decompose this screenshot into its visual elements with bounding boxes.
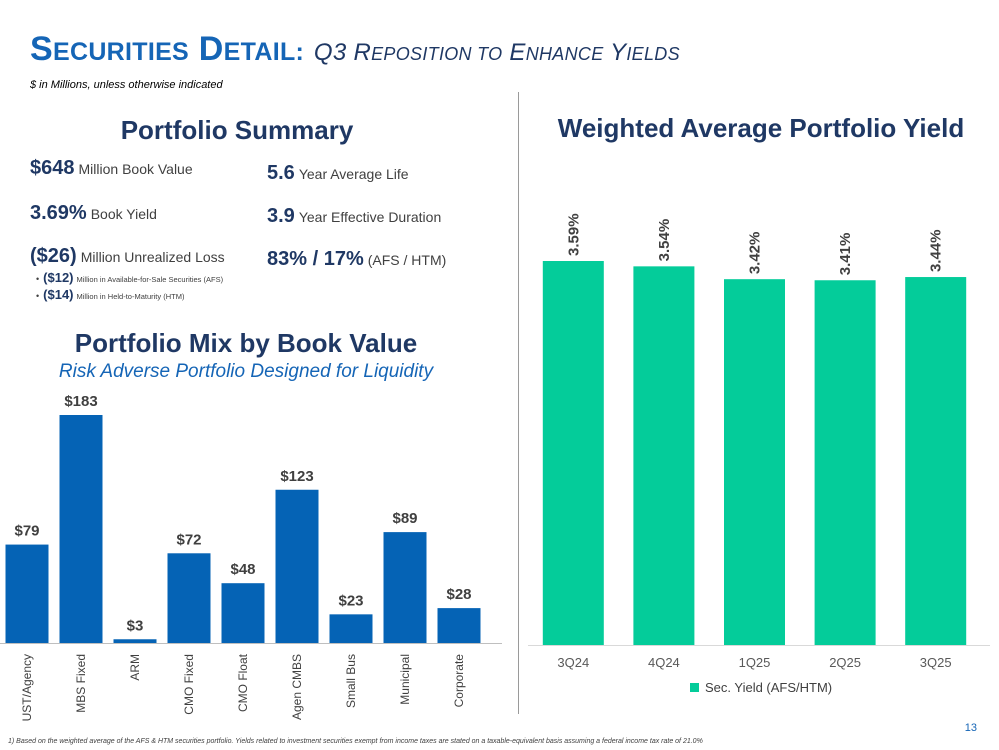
yield-category-label: 4Q24 xyxy=(648,655,680,670)
mix-category-label: ARM xyxy=(128,654,142,681)
section-divider xyxy=(518,92,519,714)
metric-average-life-number: 5.6 xyxy=(267,162,295,184)
mix-category-label: CMO Float xyxy=(236,653,250,712)
metric-book-value-number: $648 xyxy=(30,157,75,179)
yield-category-label: 3Q24 xyxy=(557,655,589,670)
metric-unrealized-loss-label: Million Unrealized Loss xyxy=(80,249,225,265)
mix-category-label: Municipal xyxy=(398,654,412,705)
mix-data-label: $3 xyxy=(127,617,144,634)
yield-bar xyxy=(814,280,876,645)
mix-data-label: $28 xyxy=(446,586,471,603)
yield-legend: Sec. Yield (AFS/HTM) xyxy=(690,680,832,695)
metric-average-life-label: Year Average Life xyxy=(298,166,409,182)
yield-bar xyxy=(633,266,695,645)
bullet-dot-icon: • xyxy=(36,274,40,284)
yield-chart: 3.59% 3Q24 3.54% 4Q24 3.42% 1Q25 3.41% 2Q25 3.44… xyxy=(528,213,990,670)
portfolio-mix-chart: $79 UST/Agency $183 MBS Fixed $3 ARM $72 CMO Fi… xyxy=(0,393,502,721)
legend-label: Sec. Yield (AFS/HTM) xyxy=(705,680,833,695)
mix-bar xyxy=(437,608,481,643)
yield-bar xyxy=(542,261,604,645)
metric-afs-htm-split-number: 83% / 17% xyxy=(267,248,364,270)
bullet-dot-icon: • xyxy=(36,291,40,301)
mix-bar xyxy=(5,544,49,643)
yield-data-label: 3.42% xyxy=(747,232,764,275)
mix-data-label: $89 xyxy=(392,510,417,527)
mix-category-label: Corporate xyxy=(452,654,466,708)
mix-category-label: CMO Fixed xyxy=(182,654,196,715)
mix-data-label: $183 xyxy=(64,393,97,410)
subtitle-eposition-to: EPOSITION TO xyxy=(371,44,503,64)
metric-book-yield: 3.69% Book Yield xyxy=(30,202,157,225)
metric-book-value: $648 Million Book Value xyxy=(30,157,193,180)
metric-book-value-label: Million Book Value xyxy=(78,161,193,177)
mix-bar xyxy=(383,532,427,643)
afs-loss-bullet: • ($12) Million in Available-for-Sale Secu… xyxy=(36,270,223,285)
portfolio-mix-heading: Portfolio Mix by Book Value xyxy=(74,328,418,358)
mix-bar xyxy=(167,553,211,643)
metric-effective-duration: 3.9 Year Effective Duration xyxy=(267,205,441,228)
afs-loss-number: ($12) xyxy=(43,270,74,285)
yield-data-label: 3.54% xyxy=(656,219,673,262)
units-note: $ in Millions, unless otherwise indicate… xyxy=(30,79,223,91)
title-word-ecurities: ECURITIES xyxy=(52,38,190,66)
legend-swatch xyxy=(690,683,699,692)
mix-category-label: Agen CMBS xyxy=(290,654,304,720)
title-letter-d: D xyxy=(198,30,224,68)
portfolio-summary-heading: Portfolio Summary xyxy=(120,115,354,145)
yield-data-label: 3.44% xyxy=(928,229,945,272)
htm-loss-bullet: • ($14) Million in Held-to-Maturity (HTM) xyxy=(36,287,184,302)
portfolio-mix-subheading: Risk Adverse Portfolio Designed for Liqu… xyxy=(58,361,434,382)
metric-unrealized-loss-number: ($26) xyxy=(30,245,77,267)
yield-bar xyxy=(905,277,967,645)
page-number: 13 xyxy=(964,722,977,734)
subtitle-nhance: NHANCE xyxy=(525,44,604,64)
subtitle-letter-e: E xyxy=(509,39,526,66)
yield-bar xyxy=(724,279,785,645)
footnote: 1) Based on the weighted average of the … xyxy=(8,738,703,745)
yield-data-label: 3.41% xyxy=(837,233,854,276)
title-word-etail: ETAIL: xyxy=(223,38,305,66)
metric-book-yield-label: Book Yield xyxy=(90,206,157,222)
htm-loss-number: ($14) xyxy=(43,287,74,302)
mix-data-label: $23 xyxy=(338,592,363,609)
mix-bar xyxy=(59,415,103,643)
metric-effective-duration-label: Year Effective Duration xyxy=(298,209,442,225)
subtitle-letter-y: Y xyxy=(610,39,627,66)
mix-data-label: $48 xyxy=(230,561,255,578)
metric-afs-htm-split: 83% / 17% (AFS / HTM) xyxy=(267,248,446,271)
mix-data-label: $79 xyxy=(14,523,39,540)
subtitle-ields: IELDS xyxy=(626,44,680,64)
afs-loss-label: Million in Available-for-Sale Securities… xyxy=(76,275,224,284)
page-subtitle: Q3 REPOSITION TO ENHANCE YIELDS xyxy=(314,39,680,66)
title-letter-s: S xyxy=(30,30,53,68)
mix-bar xyxy=(221,583,265,643)
metric-unrealized-loss: ($26) Million Unrealized Loss xyxy=(30,245,225,268)
mix-data-label: $123 xyxy=(280,468,313,485)
mix-data-label: $72 xyxy=(176,531,201,548)
subtitle-q3-r: Q3 R xyxy=(313,39,372,66)
mix-bar xyxy=(275,489,319,643)
htm-loss-label: Million in Held-to-Maturity (HTM) xyxy=(76,292,185,301)
yield-heading: Weighted Average Portfolio Yield xyxy=(557,113,965,143)
metric-effective-duration-number: 3.9 xyxy=(267,205,295,227)
metric-afs-htm-split-label: (AFS / HTM) xyxy=(367,252,447,268)
page-title: SECURITIES DETAIL: Q3 REPOSITION TO ENHA… xyxy=(30,30,680,69)
mix-category-label: MBS Fixed xyxy=(74,654,88,713)
yield-data-label: 3.59% xyxy=(565,213,582,256)
mix-category-label: UST/Agency xyxy=(20,654,34,721)
mix-bar xyxy=(113,639,157,643)
mix-bar xyxy=(329,614,373,643)
metric-average-life: 5.6 Year Average Life xyxy=(267,162,409,185)
yield-category-label: 3Q25 xyxy=(920,655,952,670)
yield-category-label: 2Q25 xyxy=(829,655,861,670)
metric-book-yield-number: 3.69% xyxy=(30,202,87,224)
yield-category-label: 1Q25 xyxy=(739,655,771,670)
mix-category-label: Small Bus xyxy=(344,654,358,708)
